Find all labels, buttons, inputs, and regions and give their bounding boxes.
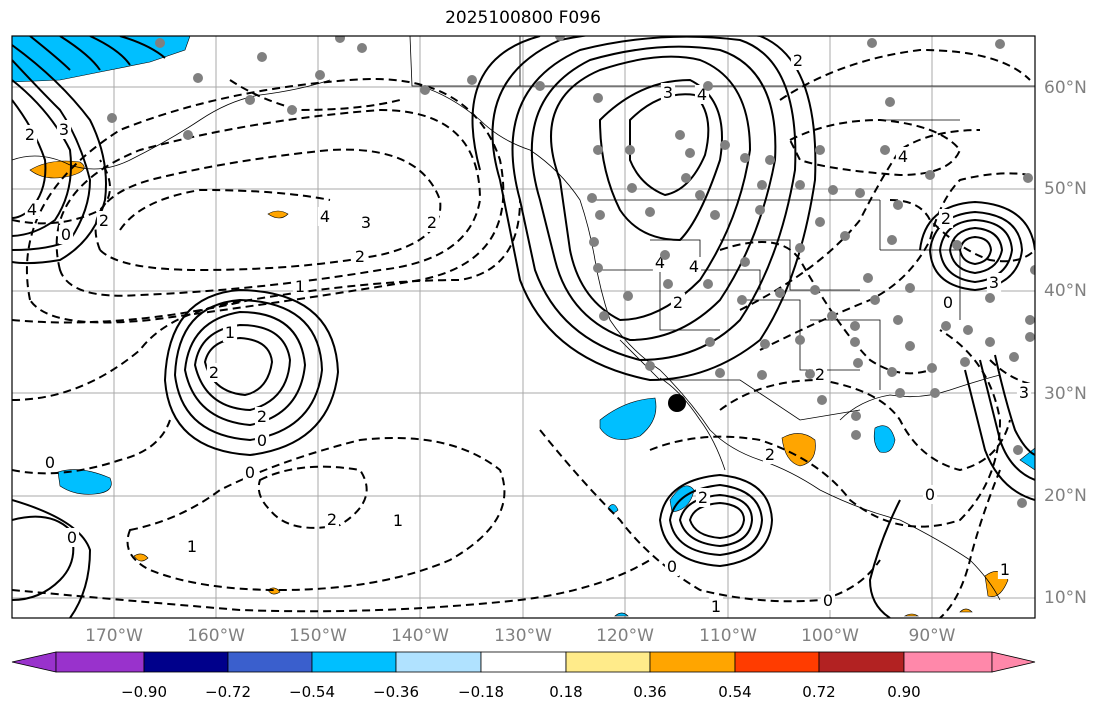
contour-label: 0 xyxy=(257,431,267,450)
contour-label: 2 xyxy=(941,209,951,228)
contour-label: 2 xyxy=(765,445,775,464)
lat-label: 60°N xyxy=(1044,78,1087,98)
contour-label: 0 xyxy=(61,225,71,244)
contour-label: 1 xyxy=(393,511,403,530)
lat-label: 10°N xyxy=(1044,588,1087,608)
colorbar-label: 0.72 xyxy=(802,683,836,701)
contour-label: 0 xyxy=(667,557,677,576)
contour-label: 0 xyxy=(245,463,255,482)
contour-label: 2 xyxy=(815,365,825,384)
colorbar-label: 0.18 xyxy=(549,683,583,701)
contour-label: 3 xyxy=(59,120,69,139)
contour-label: 4 xyxy=(655,253,665,272)
colorbar-label: −0.18 xyxy=(458,683,504,701)
colorbar-label: 0.36 xyxy=(633,683,667,701)
contour-label: 0 xyxy=(45,453,55,472)
contour-labels: 2 3 4 6 3 4 0 0 4 3 2 2 2 1 1 2 2 0 0 0 … xyxy=(22,51,1032,616)
lon-label: 140°W xyxy=(391,626,449,646)
colorbar-label: −0.72 xyxy=(205,683,251,701)
lon-label: 110°W xyxy=(699,626,757,646)
grid-lines xyxy=(12,36,1035,618)
contour-label: 4 xyxy=(898,147,908,166)
contour-label: 2 xyxy=(793,51,803,70)
contour-label: 2 xyxy=(673,293,683,312)
colorbar xyxy=(11,651,1036,673)
contour-label: 2 xyxy=(25,125,35,144)
lat-label: 20°N xyxy=(1044,486,1087,506)
lat-label: 40°N xyxy=(1044,281,1087,301)
lat-label: 30°N xyxy=(1044,384,1087,404)
contour-label: 3 xyxy=(1019,383,1029,402)
lat-label: 50°N xyxy=(1044,179,1087,199)
contour-label: 2 xyxy=(99,211,109,230)
colorbar-label: −0.54 xyxy=(289,683,335,701)
contour-label: 3 xyxy=(989,273,999,292)
contour-label: 4 xyxy=(320,207,330,226)
lon-label: 170°W xyxy=(85,626,143,646)
contour-label: 2 xyxy=(327,510,337,529)
contour-label: 2 xyxy=(209,363,219,382)
contour-label: 3 xyxy=(663,83,673,102)
colorbar-label: 0.90 xyxy=(887,683,921,701)
contour-label: 0 xyxy=(823,591,833,610)
contour-label: 1 xyxy=(295,277,305,296)
contour-label: 4 xyxy=(697,85,707,104)
contour-label: 2 xyxy=(427,213,437,232)
contour-label: 1 xyxy=(187,537,197,556)
lon-label: 160°W xyxy=(187,626,245,646)
contour-label: 0 xyxy=(943,293,953,312)
contour-label: 1 xyxy=(1000,560,1010,579)
contour-label: 0 xyxy=(67,528,77,547)
lon-label: 150°W xyxy=(289,626,347,646)
contour-label: 2 xyxy=(355,247,365,266)
contour-label: 4 xyxy=(27,200,37,219)
contour-label: 4 xyxy=(689,257,699,276)
contour-label: 1 xyxy=(711,597,721,616)
contour-label: 3 xyxy=(361,213,371,232)
map-title: 2025100800 F096 xyxy=(445,8,601,28)
lon-label: 90°W xyxy=(908,626,956,646)
contour-label: 2 xyxy=(257,407,267,426)
colorbar-label: 0.54 xyxy=(718,683,752,701)
colorbar-label: −0.90 xyxy=(121,683,167,701)
station-markers xyxy=(107,36,1035,508)
lon-label: 130°W xyxy=(494,626,552,646)
solid-contours xyxy=(12,36,1035,618)
contour-label: 2 xyxy=(698,488,708,507)
marker-point xyxy=(668,394,686,412)
lon-label: 100°W xyxy=(801,626,859,646)
contour-label: 0 xyxy=(925,485,935,504)
lon-label: 120°W xyxy=(596,626,654,646)
contour-label: 1 xyxy=(225,323,235,342)
dashed-contours xyxy=(12,48,1035,618)
colorbar-label: −0.36 xyxy=(373,683,419,701)
